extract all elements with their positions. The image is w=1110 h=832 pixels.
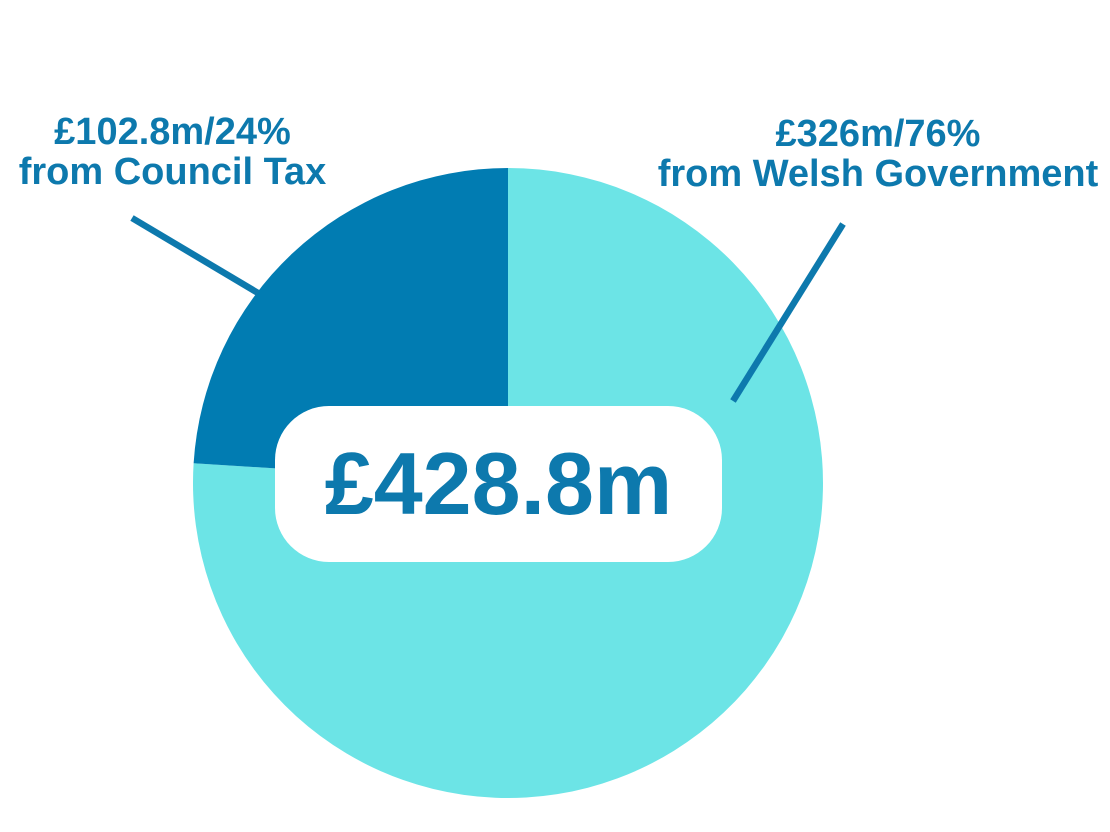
pie-slice-council-tax [193,168,508,483]
pie-slice-welsh-government [193,168,823,798]
callout-council-tax-source: from Council Tax [18,151,327,193]
total-value: £428.8m [324,434,673,533]
callout-council-tax: £102.8m/24% from Council Tax [0,112,345,192]
callout-welsh-government-source: from Welsh Government [657,153,1099,195]
callout-council-tax-value: £102.8m/24% [54,111,291,153]
total-badge: £428.8m [275,406,722,562]
callout-welsh-government: £326m/76% from Welsh Government [648,114,1108,194]
callout-welsh-government-value: £326m/76% [775,113,981,155]
pie-chart [193,168,823,798]
